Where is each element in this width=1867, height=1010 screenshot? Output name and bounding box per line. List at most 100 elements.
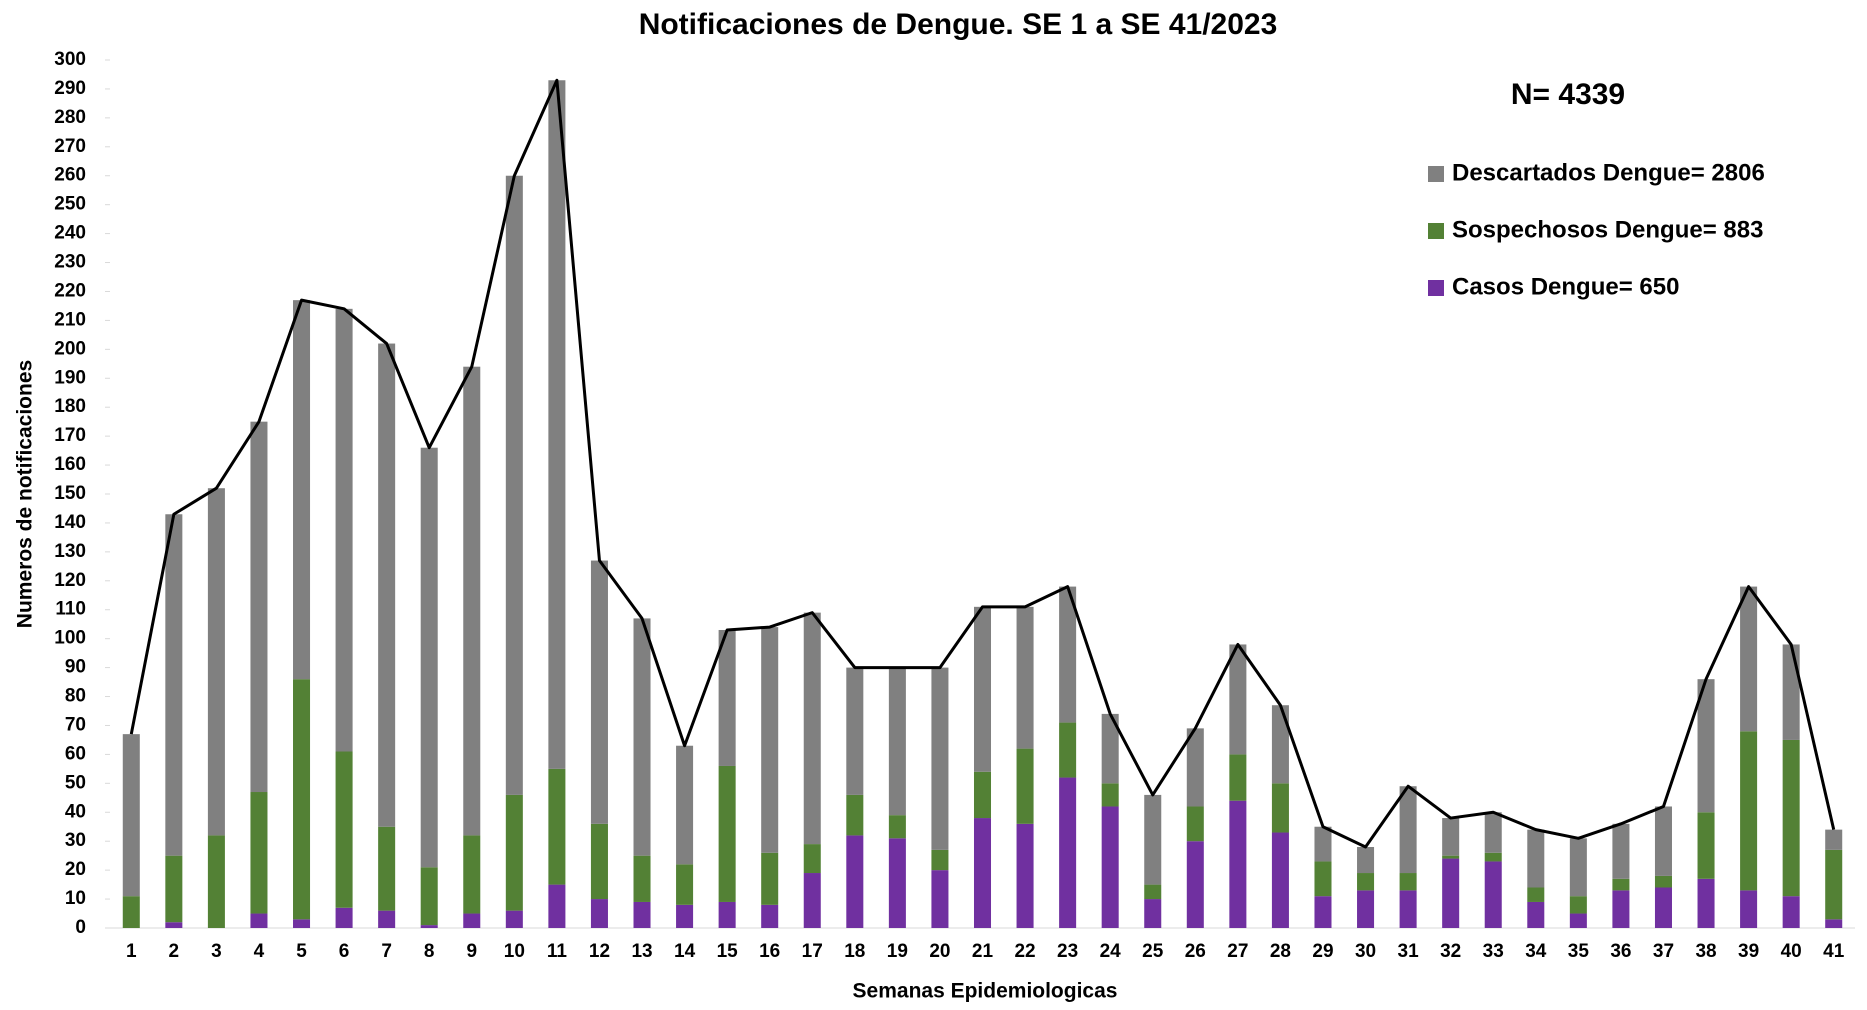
x-tick-label: 29 — [1312, 941, 1333, 962]
bar-segment — [250, 421, 268, 793]
legend-swatch — [1428, 166, 1444, 182]
bar-segment — [718, 629, 736, 766]
y-tick-label: 70 — [65, 714, 86, 735]
y-tick-label: 110 — [55, 599, 86, 620]
bar-segment — [633, 855, 651, 902]
bar-segment — [335, 751, 353, 908]
bar-segment — [250, 792, 268, 914]
x-tick-label: 1 — [126, 941, 137, 962]
bar-segment — [378, 910, 396, 928]
y-tick-label: 270 — [54, 136, 86, 157]
y-tick-label: 90 — [65, 657, 86, 678]
y-tick-label: 180 — [54, 396, 86, 417]
bar-segment — [1271, 832, 1289, 928]
bar-segment — [1654, 806, 1672, 876]
bar-segment — [1442, 855, 1460, 859]
bar-segment — [1484, 861, 1502, 928]
bar-segment — [1101, 713, 1119, 784]
y-tick-label: 230 — [54, 252, 86, 273]
bar-segment — [505, 175, 523, 795]
bar-segment — [1186, 806, 1204, 842]
x-tick-label: 15 — [717, 941, 739, 962]
y-tick-label: 130 — [54, 541, 86, 562]
bar-segment — [293, 679, 311, 920]
bar-segment — [761, 904, 779, 928]
bar-segment — [803, 612, 821, 845]
x-tick-label: 24 — [1100, 941, 1122, 962]
y-tick-label: 150 — [54, 483, 86, 504]
x-tick-label: 5 — [296, 941, 307, 962]
x-axis-label: Semanas Epidemiologicas — [853, 980, 1118, 1003]
bar-segment — [1697, 878, 1715, 928]
legend-swatch — [1428, 223, 1444, 239]
bar-segment — [761, 627, 779, 853]
bar-segment — [1059, 777, 1077, 928]
bar-segment — [1654, 875, 1672, 888]
bar-segment — [1399, 890, 1417, 928]
bar-segment — [1144, 794, 1162, 885]
total-line — [129, 78, 1836, 849]
bar-segment — [1357, 873, 1375, 891]
bar-segment — [165, 922, 183, 928]
x-tick-label: 33 — [1483, 941, 1504, 962]
x-tick-label: 8 — [424, 941, 435, 962]
bar-segment — [931, 870, 949, 928]
bar-segment — [1569, 838, 1587, 897]
bar-segment — [1825, 849, 1843, 920]
bar-segment — [505, 910, 523, 928]
bar-segment — [1229, 800, 1247, 928]
bar-segment — [1527, 901, 1545, 928]
bar-segment — [378, 343, 396, 827]
chart-title: Notificaciones de Dengue. SE 1 a SE 41/2… — [639, 8, 1278, 41]
bar-segment — [846, 794, 864, 836]
bar-segment — [803, 873, 821, 928]
y-tick-label: 40 — [65, 801, 86, 822]
bar-segment — [973, 606, 992, 772]
bar-segment — [803, 844, 821, 874]
bar-segment — [1442, 818, 1460, 856]
bar-segment — [505, 794, 523, 911]
x-tick-label: 41 — [1823, 941, 1845, 962]
x-tick-label: 36 — [1610, 941, 1631, 962]
x-tick-label: 2 — [169, 941, 180, 962]
y-tick-label: 290 — [54, 78, 86, 99]
y-tick-label: 10 — [65, 888, 86, 909]
x-tick-label: 25 — [1142, 941, 1164, 962]
bar-segment — [1527, 829, 1545, 888]
x-tick-label: 11 — [547, 941, 568, 962]
annotation: N= 4339 — [1511, 78, 1625, 111]
bar-segment — [1484, 812, 1502, 853]
bar-segment — [1357, 846, 1375, 874]
y-tick-label: 210 — [54, 309, 86, 330]
bar-segment — [1144, 899, 1162, 928]
y-tick-label: 250 — [54, 194, 86, 215]
bar-segment — [931, 849, 949, 871]
x-tick-label: 39 — [1738, 941, 1759, 962]
bar-segment — [165, 855, 183, 923]
x-tick-label: 4 — [254, 941, 265, 962]
x-tick-label: 31 — [1398, 941, 1420, 962]
y-tick-label: 60 — [65, 743, 86, 764]
y-tick-label: 50 — [65, 772, 86, 793]
bar-segment — [1314, 826, 1332, 862]
y-tick-label: 30 — [65, 830, 86, 851]
bar-segment — [1782, 739, 1800, 897]
bar-segment — [1740, 586, 1758, 732]
bar-segment — [633, 901, 651, 928]
bar-segment — [1740, 890, 1758, 928]
bar-segment — [1229, 644, 1247, 755]
bar-segment — [1697, 812, 1715, 879]
x-tick-label: 10 — [504, 941, 525, 962]
x-tick-label: 3 — [211, 941, 222, 962]
y-tick-label: 240 — [54, 223, 86, 244]
x-tick-label: 17 — [802, 941, 823, 962]
y-tick-label: 140 — [54, 512, 86, 533]
x-tick-label: 37 — [1653, 941, 1674, 962]
bar-segment — [888, 838, 906, 928]
bar-segment — [1484, 852, 1502, 862]
bar-segment — [548, 80, 566, 769]
bar-segment — [1569, 896, 1587, 914]
x-tick-label: 6 — [339, 941, 350, 962]
bar-segment — [165, 514, 183, 856]
x-tick-label: 35 — [1568, 941, 1590, 962]
